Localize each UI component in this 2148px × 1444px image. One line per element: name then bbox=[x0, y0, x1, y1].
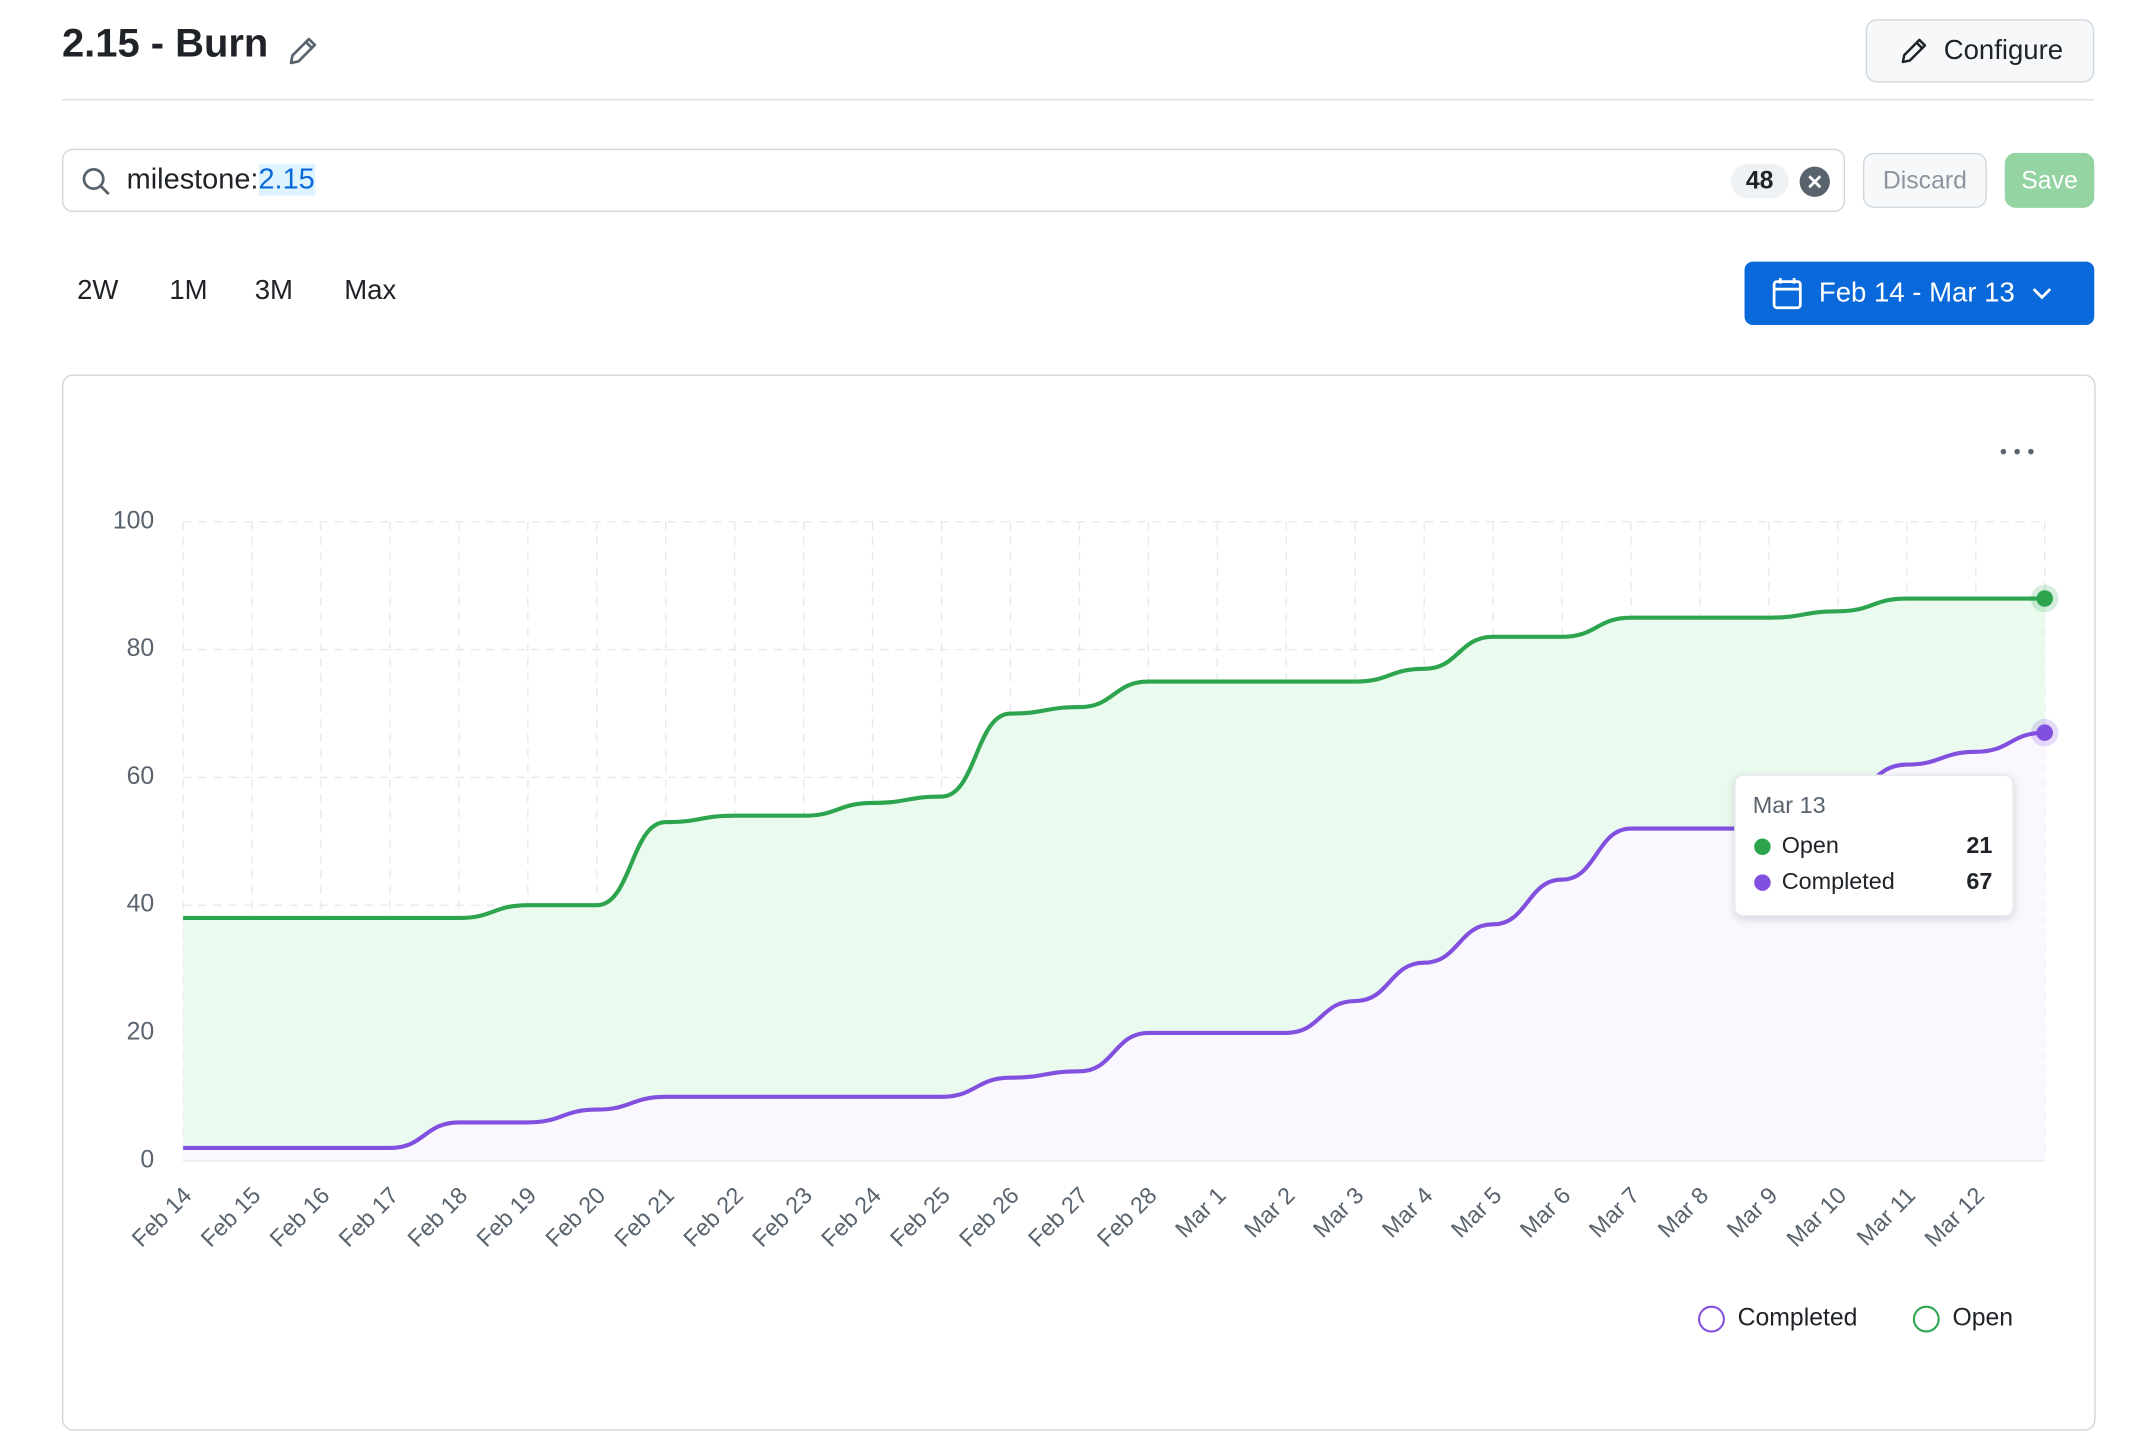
discard-button[interactable]: Discard bbox=[1862, 152, 1987, 208]
y-tick-label: 40 bbox=[127, 891, 155, 918]
date-range-label: Feb 14 - Mar 13 bbox=[1818, 277, 2015, 308]
query: milestone:2.15 bbox=[126, 163, 315, 197]
chart-panel bbox=[61, 374, 2096, 1431]
query-key: milestone: bbox=[126, 163, 259, 196]
x-tick-label: Mar 10 bbox=[1781, 1182, 1851, 1252]
x-tick-label: Feb 23 bbox=[747, 1182, 817, 1252]
x-tick-label: Mar 11 bbox=[1852, 1182, 1921, 1251]
x-tick-label: Feb 27 bbox=[1023, 1182, 1093, 1252]
search-box[interactable]: milestone:2.15 48 bbox=[61, 148, 1846, 213]
x-tick-label: Feb 17 bbox=[334, 1182, 404, 1252]
range-tab[interactable]: Max bbox=[344, 275, 397, 306]
legend-label[interactable]: Completed bbox=[1738, 1305, 1858, 1332]
x-tick-label: Feb 16 bbox=[265, 1182, 335, 1252]
y-tick-label: 60 bbox=[127, 763, 155, 790]
x-tick-label: Mar 4 bbox=[1377, 1182, 1438, 1243]
x-tick-label: Mar 3 bbox=[1308, 1182, 1369, 1243]
point bbox=[2036, 724, 2053, 741]
x-tick-label: Mar 6 bbox=[1515, 1182, 1576, 1243]
x-tick-label: Mar 5 bbox=[1446, 1182, 1507, 1243]
x-tick-label: Feb 22 bbox=[678, 1182, 748, 1252]
date-range-button[interactable]: Feb 14 - Mar 13 bbox=[1744, 261, 2095, 325]
x-tick-label: Feb 19 bbox=[471, 1182, 541, 1252]
x-tick-label: Feb 26 bbox=[954, 1182, 1024, 1252]
tooltip-value: 21 bbox=[1966, 832, 1992, 858]
y-tick-label: 100 bbox=[113, 507, 154, 534]
tooltip-name: Completed bbox=[1782, 868, 1895, 894]
query-value: 2.15 bbox=[258, 163, 315, 196]
tooltip-title: Mar 13 bbox=[1753, 792, 1826, 818]
search-icon bbox=[82, 167, 110, 196]
x-tick-label: Mar 12 bbox=[1919, 1182, 1989, 1252]
tooltip-name: Open bbox=[1782, 832, 1839, 858]
area bbox=[183, 598, 2045, 1148]
chevron-icon bbox=[2033, 288, 2052, 300]
area bbox=[183, 732, 2045, 1161]
more-menu[interactable] bbox=[2000, 448, 2034, 455]
x-tick-label: Feb 20 bbox=[540, 1182, 610, 1252]
legend-marker bbox=[1912, 1305, 1940, 1333]
x-tick-label: Mar 8 bbox=[1653, 1182, 1714, 1243]
save-button[interactable]: Save bbox=[2004, 152, 2095, 208]
configure-button[interactable]: Configure bbox=[1865, 19, 2095, 83]
x-tick-label: Mar 7 bbox=[1584, 1182, 1645, 1243]
page-title: 2.15 - Burn bbox=[61, 22, 269, 67]
edit-icon[interactable] bbox=[285, 33, 321, 69]
legend-marker bbox=[1698, 1305, 1725, 1333]
legend-label[interactable]: Open bbox=[1952, 1305, 2013, 1332]
y-tick-label: 0 bbox=[140, 1146, 154, 1173]
x-tick-label: Feb 14 bbox=[127, 1182, 197, 1252]
calendar-icon bbox=[1772, 278, 1802, 310]
point bbox=[2036, 590, 2053, 607]
tooltip-dot bbox=[1754, 838, 1771, 856]
x-tick-label: Feb 24 bbox=[816, 1182, 886, 1252]
y-tick-label: 80 bbox=[127, 635, 155, 662]
range-tab[interactable]: 3M bbox=[254, 275, 293, 306]
x-tick-label: Mar 9 bbox=[1722, 1182, 1783, 1243]
x-tick-label: Feb 28 bbox=[1092, 1182, 1162, 1252]
button-label: Configure bbox=[1943, 35, 2064, 66]
x-tick-label: Mar 1 bbox=[1170, 1182, 1231, 1243]
y-tick-label: 20 bbox=[127, 1018, 155, 1045]
clear-button[interactable] bbox=[1798, 165, 1831, 198]
range-tab[interactable]: 2W bbox=[77, 275, 119, 306]
tooltip-dot bbox=[1754, 874, 1771, 891]
x-tick-label: Feb 25 bbox=[885, 1182, 955, 1252]
pencil-icon bbox=[1901, 38, 1926, 64]
x-tick-label: Feb 15 bbox=[196, 1182, 266, 1252]
tooltip-value: 67 bbox=[1966, 868, 1992, 894]
x-tick-label: Feb 18 bbox=[402, 1182, 472, 1252]
x-tick-label: Mar 2 bbox=[1239, 1182, 1300, 1243]
x-tick-label: Feb 21 bbox=[609, 1182, 679, 1252]
tooltip: Mar 13 Open 21 Completed 67 bbox=[1734, 774, 2014, 917]
result-count: 48 bbox=[1730, 163, 1789, 199]
divider bbox=[61, 99, 2095, 101]
range-tab[interactable]: 1M bbox=[169, 275, 208, 306]
line bbox=[183, 596, 2045, 921]
tooltip-box bbox=[1734, 774, 2014, 917]
